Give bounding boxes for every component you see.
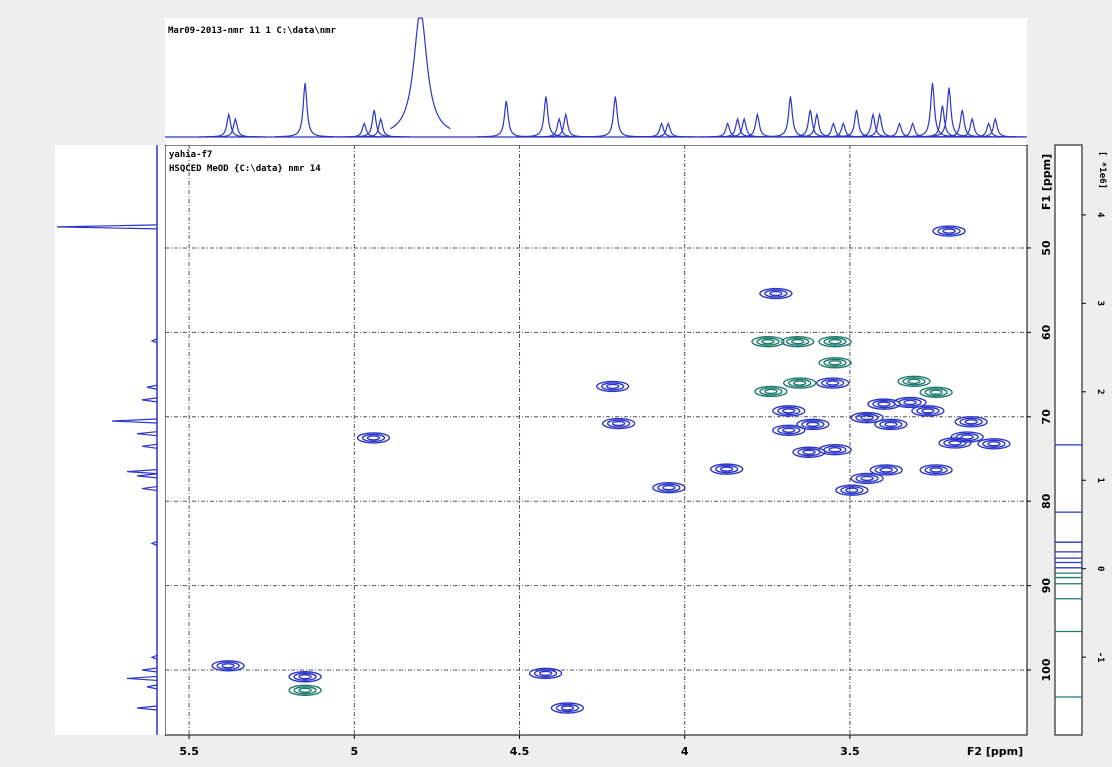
plot-area	[165, 145, 1027, 735]
x-tick-label: 3.5	[840, 745, 860, 758]
colorbar-tick-label: 2	[1095, 389, 1105, 394]
header: Mar09-2013-nmr 11 1 C:\data\nmr	[168, 26, 337, 36]
colorbar-tick-label: 3	[1095, 301, 1105, 306]
x-tick-label: 4.5	[510, 745, 530, 758]
colorbar-label: [ *1e6]	[1097, 151, 1107, 189]
experiment-name: yahia-f7	[169, 149, 212, 160]
y-tick-label: 70	[1040, 409, 1053, 425]
colorbar-tick-label: 0	[1095, 566, 1105, 571]
x-tick-label: 5.5	[179, 745, 199, 758]
colorbar-tick-label: -1	[1095, 652, 1105, 663]
y-tick-label: 50	[1040, 240, 1053, 256]
top-projection-area	[165, 18, 1027, 145]
y-tick-label: 100	[1040, 658, 1053, 681]
colorbar-tick-label: 1	[1095, 478, 1105, 483]
y-tick-label: 90	[1040, 578, 1053, 594]
colorbar-tick-label: 4	[1095, 212, 1105, 218]
x-tick-label: 5	[350, 745, 358, 758]
colorbar-frame	[1055, 145, 1082, 735]
left-projection-area	[55, 145, 165, 735]
y-axis-label: F1 [ppm]	[1040, 154, 1053, 210]
subtitle: HSQCED MeOD {C:\data} nmr 14	[169, 164, 321, 174]
x-tick-label: 4	[681, 745, 689, 758]
spectrum-window: Mar09-2013-nmr 11 1 C:\data\nmr yahia-f7…	[0, 0, 1112, 767]
x-axis-label: F2 [ppm]	[967, 745, 1023, 758]
y-tick-label: 80	[1040, 493, 1053, 509]
y-tick-label: 60	[1040, 324, 1053, 340]
